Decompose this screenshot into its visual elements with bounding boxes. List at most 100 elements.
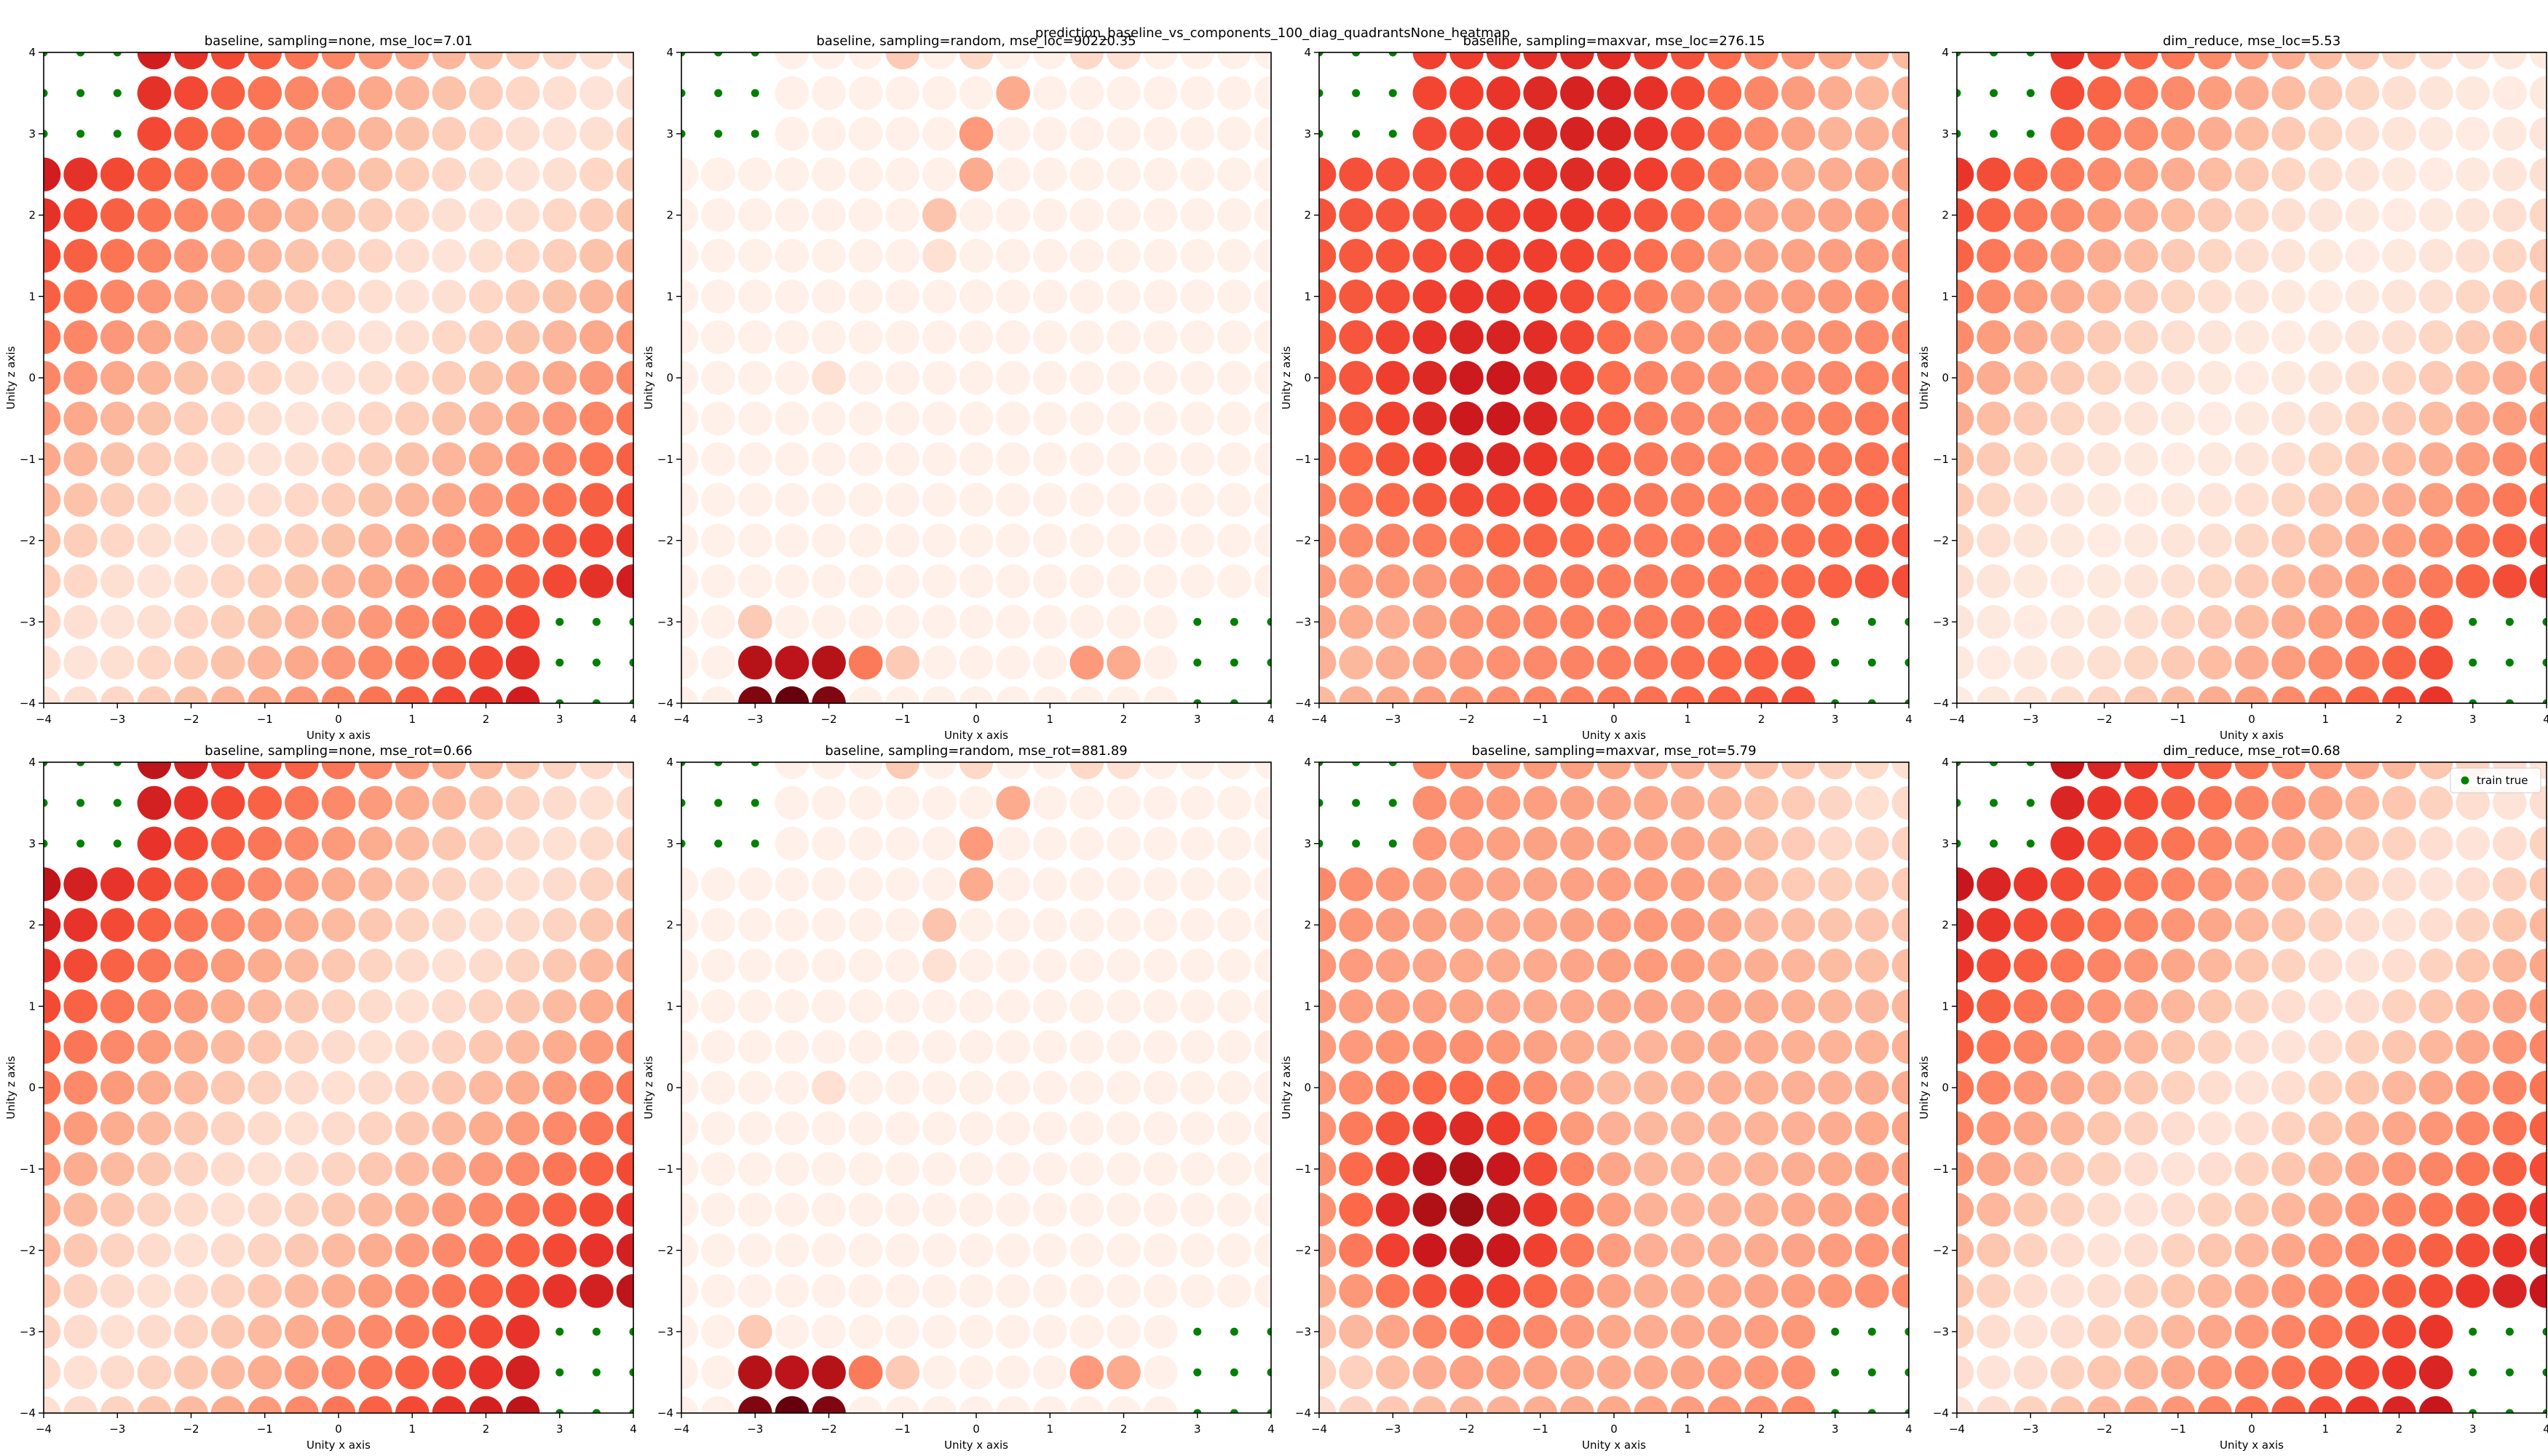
heatmap-point — [959, 360, 994, 395]
heatmap-point — [358, 1192, 392, 1227]
subplot-title: baseline, sampling=random, mse_loc=90220… — [816, 33, 1136, 49]
heatmap-point — [358, 1029, 392, 1064]
train-true-point — [555, 658, 564, 667]
train-true-point — [592, 1368, 601, 1377]
heatmap-point — [701, 867, 735, 901]
heatmap-point — [2529, 320, 2547, 355]
heatmap-point — [248, 1274, 282, 1308]
heatmap-point — [2308, 483, 2343, 517]
heatmap-point — [542, 1192, 577, 1227]
heatmap-point — [63, 645, 98, 680]
heatmap-point — [2418, 157, 2453, 191]
heatmap-point — [2013, 1396, 2048, 1413]
heatmap-point — [1180, 360, 1215, 395]
heatmap-point — [1670, 1152, 1705, 1187]
train-true-point — [714, 52, 723, 57]
heatmap-point — [1180, 1274, 1215, 1308]
heatmap-point — [2345, 483, 2380, 517]
y-tick-label: 2 — [666, 209, 673, 222]
heatmap-point — [137, 645, 172, 680]
heatmap-point — [1957, 645, 1974, 680]
heatmap-point — [2198, 1192, 2232, 1227]
heatmap-point — [1670, 564, 1705, 598]
heatmap-point — [2087, 483, 2121, 517]
heatmap-point — [2493, 1233, 2527, 1267]
heatmap-point — [2050, 360, 2085, 395]
heatmap-point — [2382, 826, 2416, 861]
heatmap-point — [1107, 1274, 1141, 1308]
heatmap-point — [701, 564, 735, 598]
heatmap-point — [1143, 442, 1178, 477]
heatmap-point — [996, 949, 1030, 983]
heatmap-point — [2234, 762, 2269, 780]
heatmap-point — [885, 157, 920, 191]
heatmap-point — [1143, 762, 1178, 780]
heatmap-point — [2087, 279, 2121, 314]
heatmap-point — [922, 686, 957, 703]
heatmap-point — [2087, 1070, 2121, 1105]
heatmap-point — [2308, 116, 2343, 151]
heatmap-point — [2234, 239, 2269, 273]
train-true-point — [2505, 1327, 2514, 1336]
heatmap-point — [2529, 360, 2547, 395]
heatmap-point — [248, 762, 282, 780]
heatmap-point — [285, 762, 319, 780]
heatmap-point — [137, 686, 172, 703]
heatmap-point — [432, 239, 467, 273]
heatmap-point — [996, 523, 1030, 558]
heatmap-point — [285, 867, 319, 901]
heatmap-point — [848, 1029, 883, 1064]
x-tick-label: 2 — [1758, 713, 1765, 726]
heatmap-point — [2271, 483, 2306, 517]
heatmap-point — [2308, 686, 2343, 703]
heatmap-point — [1254, 116, 1271, 151]
heatmap-point — [1107, 908, 1141, 942]
heatmap-point — [681, 1192, 699, 1227]
heatmap-point — [701, 442, 735, 477]
heatmap-point — [1180, 52, 1215, 70]
train-true-point — [714, 839, 723, 848]
heatmap-point — [63, 1314, 98, 1349]
y-tick-label: 1 — [1942, 1000, 1949, 1013]
heatmap-point — [210, 645, 245, 680]
x-tick-label: 1 — [1684, 1423, 1691, 1436]
x-tick-label: −3 — [109, 1423, 125, 1436]
heatmap-point — [1375, 198, 1410, 232]
heatmap-point — [174, 645, 208, 680]
train-true-point — [751, 762, 759, 767]
heatmap-point — [812, 360, 846, 395]
heatmap-point — [2234, 76, 2269, 111]
heatmap-point — [812, 116, 846, 151]
heatmap-point — [1670, 279, 1705, 314]
heatmap-point — [1670, 239, 1705, 273]
train-true-point — [1319, 762, 1324, 767]
legend: train true — [2450, 767, 2541, 794]
heatmap-point — [1449, 320, 1484, 355]
x-tick-label: −2 — [183, 1423, 199, 1436]
heatmap-point — [505, 867, 540, 901]
heatmap-point — [44, 239, 61, 273]
heatmap-point — [1707, 645, 1742, 680]
heatmap-point — [616, 198, 633, 232]
heatmap-point — [2234, 157, 2269, 191]
heatmap-point — [1560, 645, 1594, 680]
heatmap-point — [321, 1355, 356, 1390]
heatmap-point — [210, 483, 245, 517]
heatmap-point — [2124, 1111, 2159, 1146]
heatmap-point — [1597, 320, 1631, 355]
heatmap-point — [2382, 1314, 2416, 1349]
heatmap-point — [2345, 523, 2380, 558]
heatmap-point — [616, 157, 633, 191]
heatmap-point — [2308, 401, 2343, 436]
heatmap-point — [2234, 523, 2269, 558]
heatmap-point — [2456, 1192, 2490, 1227]
heatmap-point — [1781, 52, 1816, 70]
heatmap-point — [358, 1396, 392, 1413]
heatmap-point — [737, 239, 772, 273]
heatmap-point — [681, 604, 699, 639]
heatmap-point — [1707, 442, 1742, 477]
heatmap-point — [2124, 949, 2159, 983]
train-true-point — [592, 1409, 601, 1413]
heatmap-point — [1670, 786, 1705, 820]
